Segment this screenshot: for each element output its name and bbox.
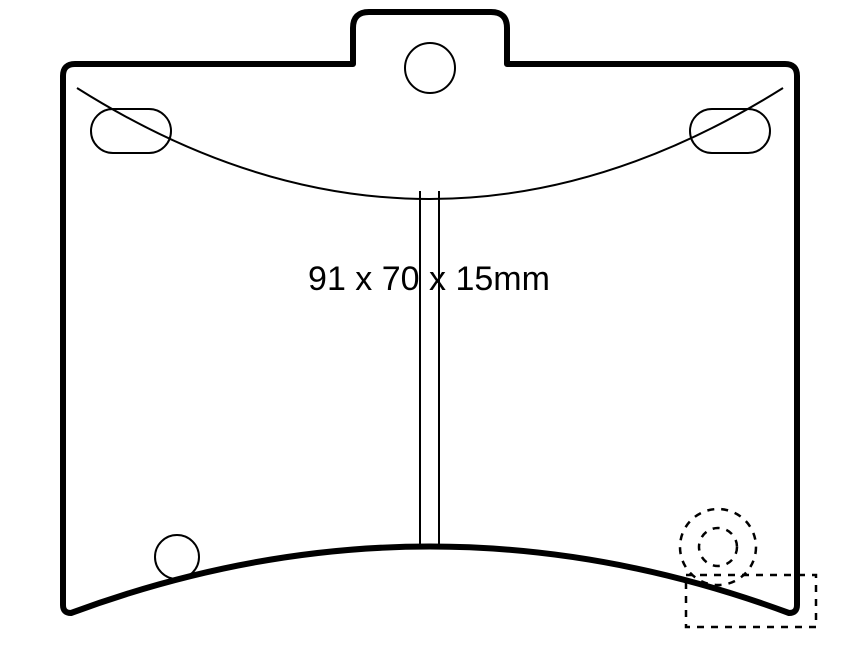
inner-arc xyxy=(77,88,783,199)
tab-hole xyxy=(405,43,455,93)
dimensions-label: 91 x 70 x 15mm xyxy=(308,260,550,298)
right-slot xyxy=(690,109,770,153)
pad-outline xyxy=(63,12,797,613)
brake-pad-diagram: 91 x 70 x 15mm xyxy=(0,0,859,668)
wear-sensor-outer-dashed xyxy=(680,509,756,585)
wear-sensor-inner-dashed xyxy=(699,528,737,566)
left-slot xyxy=(91,109,171,153)
sensor-hole xyxy=(155,535,199,579)
